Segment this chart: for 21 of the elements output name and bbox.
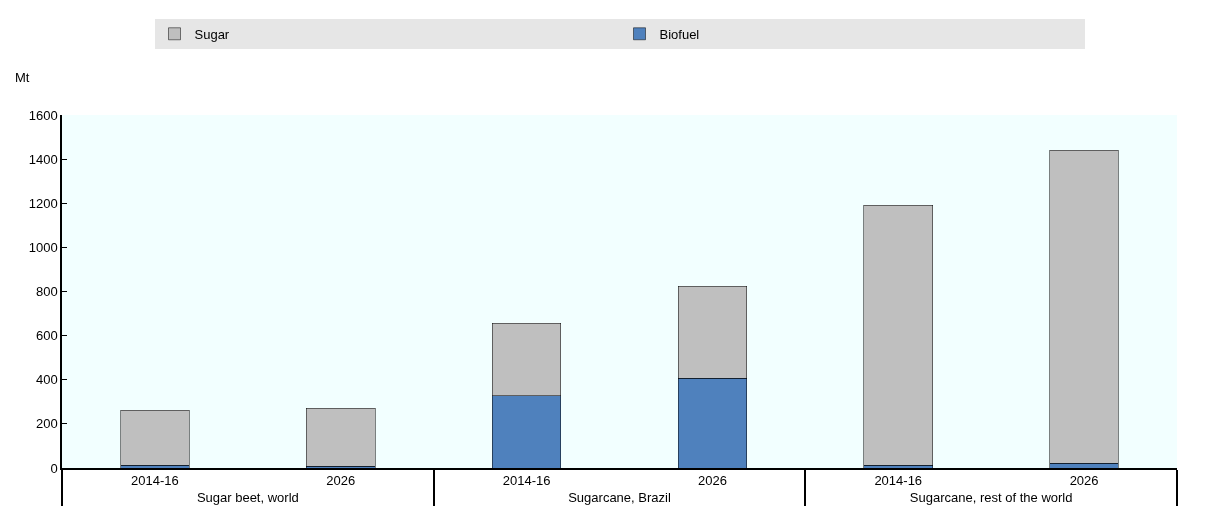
text: Sugarcane, Brazil <box>568 490 671 506</box>
y-tick-label: 600 <box>35 328 58 344</box>
y-tick-label: 1400 <box>28 151 58 167</box>
x-tick-label: 2014-16 <box>131 473 179 489</box>
y-tick-label: 400 <box>35 372 58 388</box>
y-tick-label: 800 <box>35 284 58 300</box>
x-tick-label: 2014-16 <box>874 473 923 489</box>
y-tick-label: 1600 <box>28 107 58 123</box>
text: Sugar beet, world <box>196 490 299 506</box>
x-tick-label: 2026 <box>326 473 356 489</box>
x-tick-label: 2026 <box>1069 473 1099 489</box>
x-tick-label: 2026 <box>697 473 727 489</box>
y-axis-title: Mt <box>15 70 30 85</box>
y-tick-label: 1000 <box>28 239 58 255</box>
legend-label: Sugar <box>194 26 230 42</box>
y-tick-label: 1200 <box>28 195 58 211</box>
text: Sugarcane, rest of the world <box>909 490 1073 506</box>
legend-label: Biofuel <box>659 26 700 42</box>
y-tick-label: 200 <box>35 416 58 432</box>
x-tick-label: 2014-16 <box>502 473 551 489</box>
y-tick-label: 0 <box>50 460 58 476</box>
